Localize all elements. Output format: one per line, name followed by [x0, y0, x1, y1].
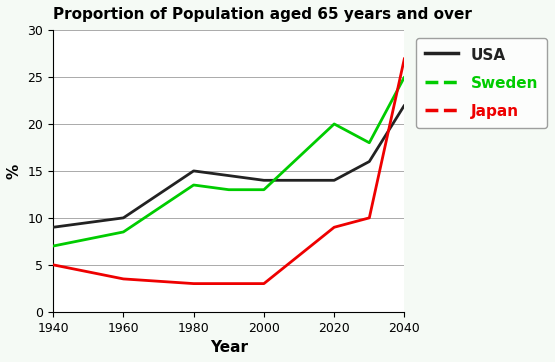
Text: Proportion of Population aged 65 years and over: Proportion of Population aged 65 years a… — [53, 7, 472, 22]
X-axis label: Year: Year — [210, 340, 248, 355]
Y-axis label: %: % — [7, 163, 22, 178]
Legend: USA, Sweden, Japan: USA, Sweden, Japan — [416, 38, 547, 129]
